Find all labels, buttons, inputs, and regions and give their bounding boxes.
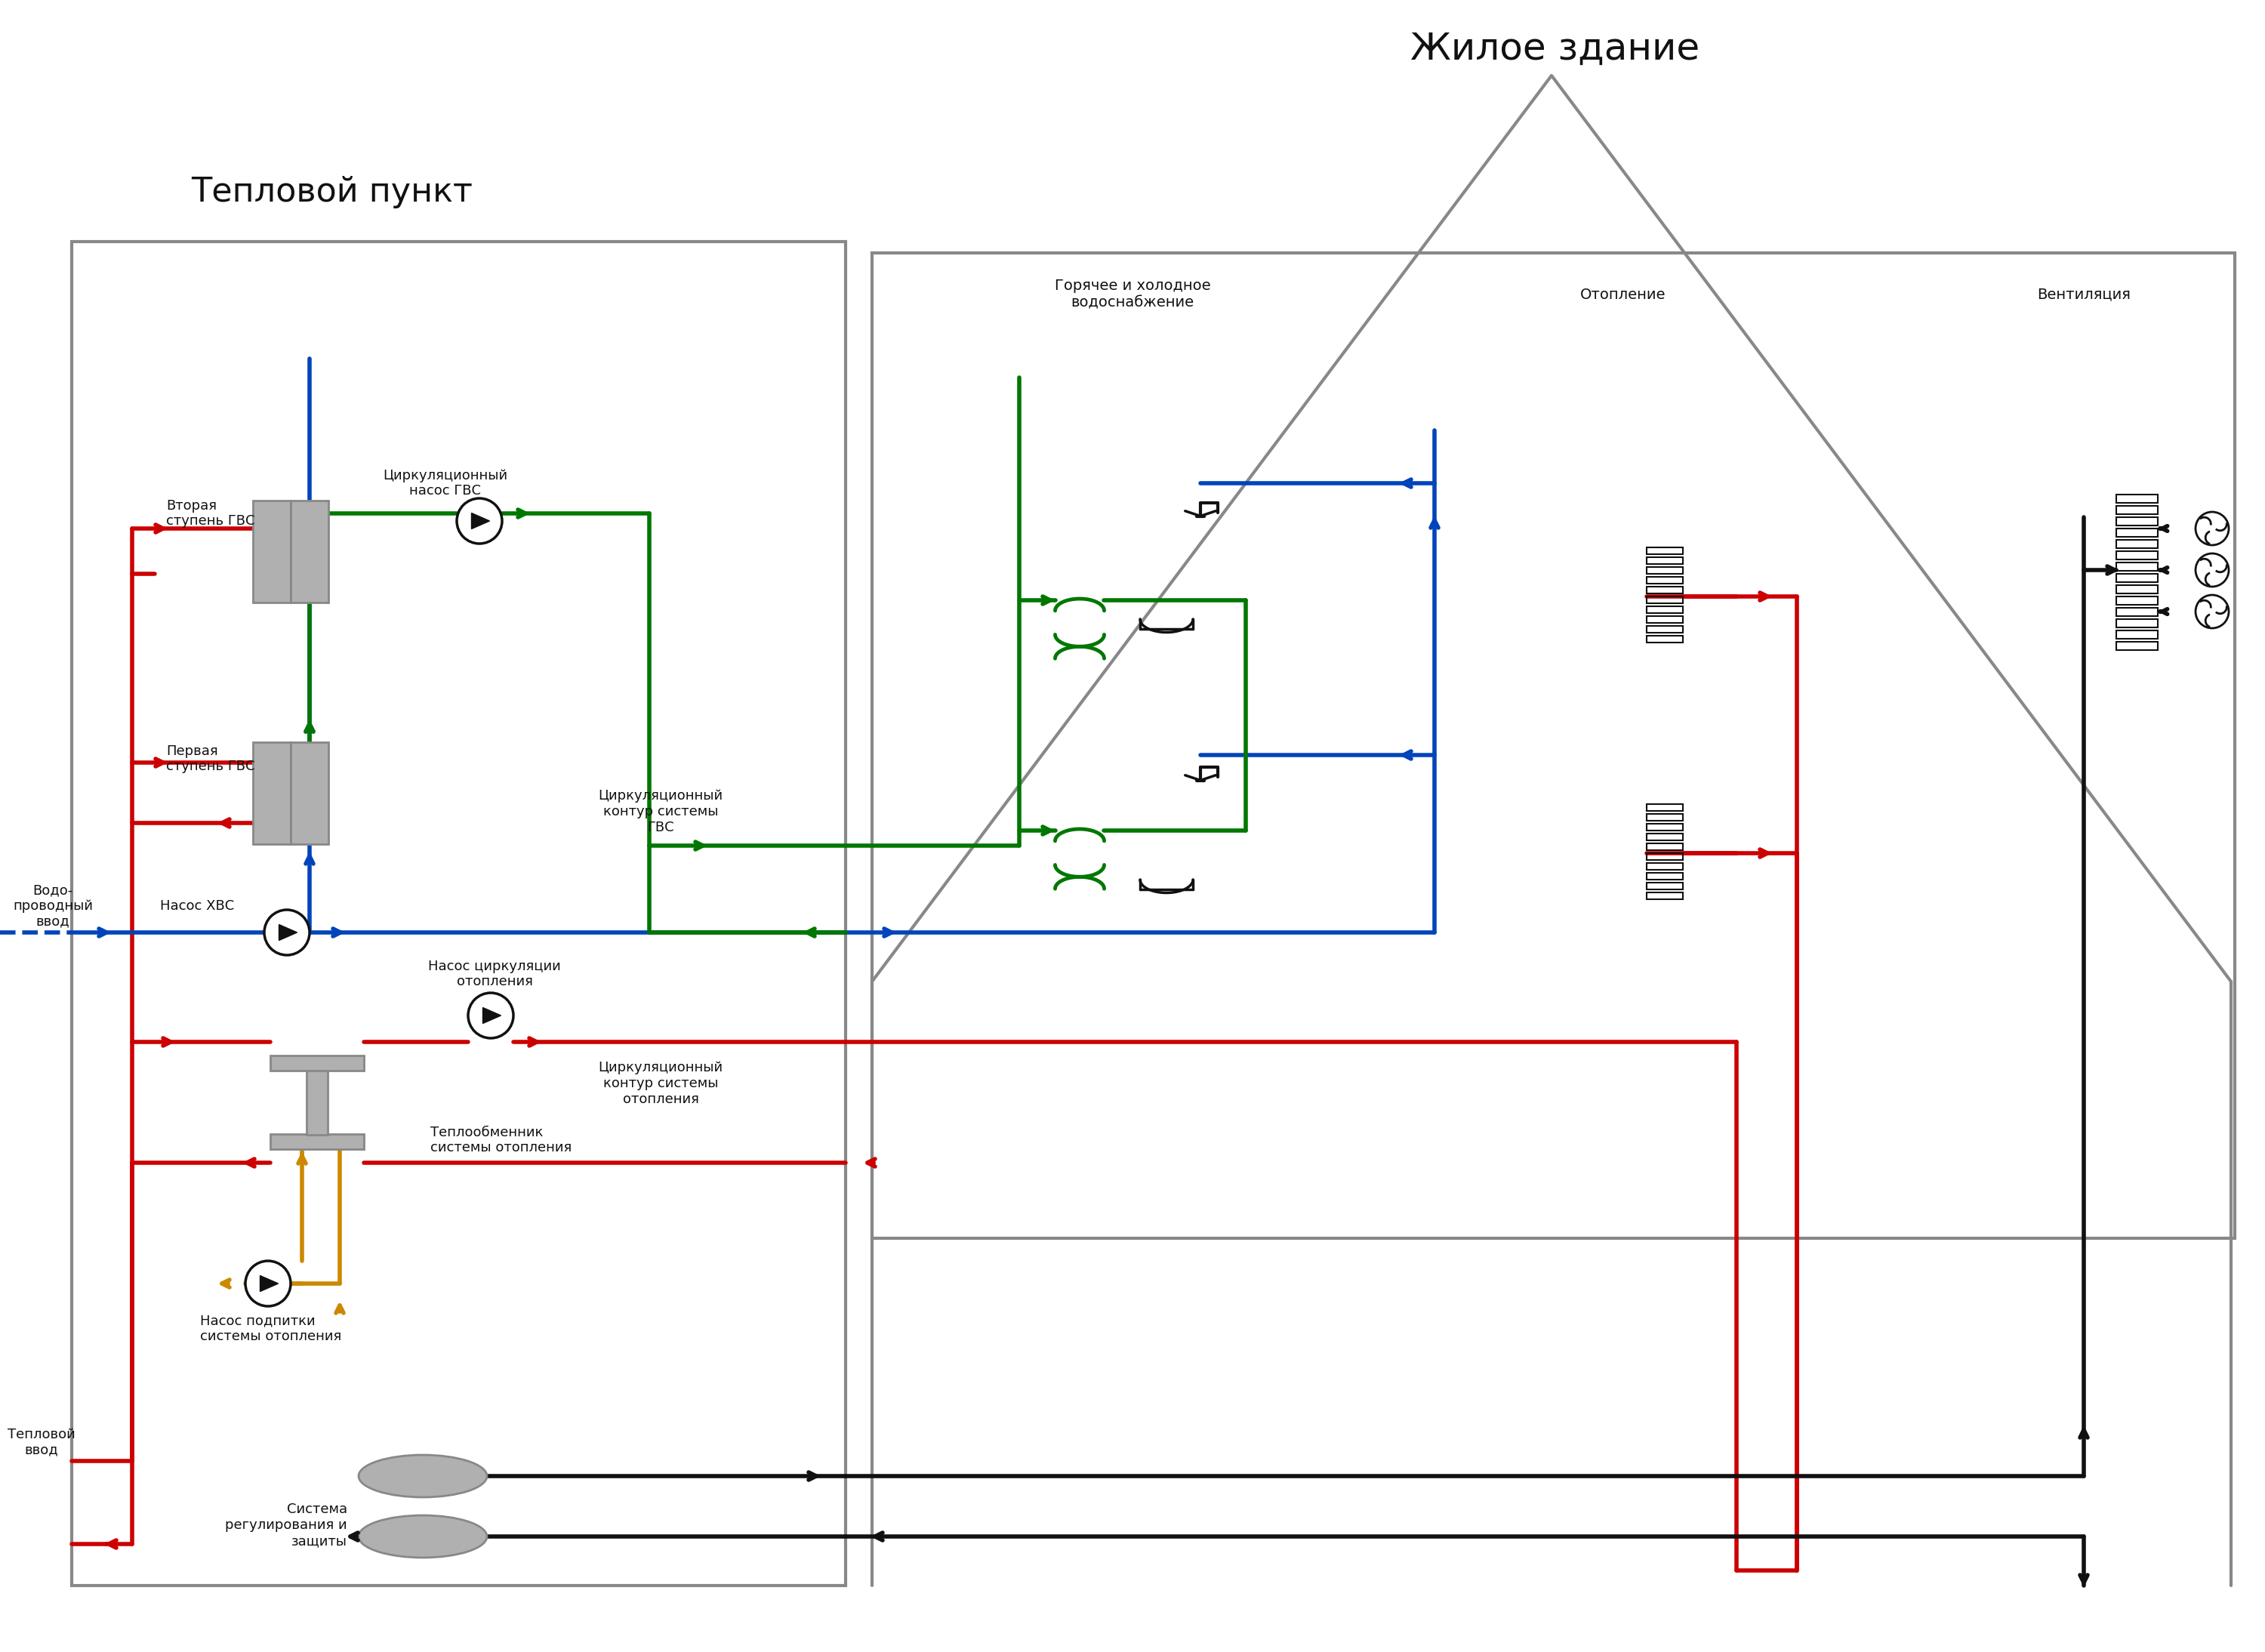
Bar [254,742,290,844]
Bar [1647,882,1683,890]
Bar [1647,872,1683,881]
Bar [2116,517,2159,525]
Circle shape [469,993,514,1037]
Bar [1647,616,1683,623]
Circle shape [265,910,310,955]
Bar [2116,506,2159,514]
Ellipse shape [358,1455,487,1497]
Bar [1647,824,1683,831]
Bar [270,1056,365,1070]
Text: Система
регулирования и
защиты: Система регулирования и защиты [224,1503,347,1548]
Bar [1647,596,1683,603]
Bar [1647,862,1683,871]
Bar [270,1133,365,1150]
Ellipse shape [358,1515,487,1558]
Bar [1647,577,1683,583]
Text: Тепловой пункт: Тепловой пункт [193,177,473,208]
Text: Отопление: Отопление [1581,287,1667,302]
Bar [2116,540,2159,548]
Circle shape [245,1260,290,1307]
Circle shape [458,499,503,544]
Text: Циркуляционный
контур системы
ГВС: Циркуляционный контур системы ГВС [598,790,723,834]
Bar [254,501,290,603]
Text: Насос циркуляции
отопления: Насос циркуляции отопления [428,960,562,988]
Bar [2116,596,2159,605]
Polygon shape [482,1008,501,1024]
Text: Вторая
ступень ГВС: Вторая ступень ГВС [165,499,254,529]
Bar [872,253,2236,1239]
Bar [2116,573,2159,582]
Bar [1647,626,1683,633]
Bar [1647,557,1683,565]
Text: Циркуляционный
контур системы
отопления: Циркуляционный контур системы отопления [598,1061,723,1105]
Bar [2116,620,2159,628]
Bar [72,241,845,1586]
Bar [1647,834,1683,841]
Polygon shape [260,1275,279,1292]
Bar [306,1070,328,1135]
Bar [1647,567,1683,575]
Bar [1647,805,1683,811]
Text: Горячее и холодное
водоснабжение: Горячее и холодное водоснабжение [1055,279,1210,311]
Bar [2116,641,2159,649]
Text: Вентиляция: Вентиляция [2036,287,2131,302]
Bar [290,501,328,603]
Polygon shape [471,514,489,529]
Text: Первая
ступень ГВС: Первая ступень ГВС [165,743,254,773]
Text: Жилое здание: Жилое здание [1411,31,1701,68]
Bar [2116,529,2159,537]
Text: Насос ХВС: Насос ХВС [161,899,233,914]
Bar [290,742,328,844]
Bar [2116,631,2159,639]
Bar [1647,606,1683,613]
Bar [1647,852,1683,861]
Bar [1647,814,1683,821]
Bar [2116,562,2159,570]
Text: Тепловой
ввод: Тепловой ввод [7,1427,75,1457]
Bar [2116,552,2159,560]
Bar [1647,844,1683,851]
Bar [1647,547,1683,555]
Bar [1647,892,1683,899]
Text: Циркуляционный
насос ГВС: Циркуляционный насос ГВС [383,469,507,497]
Bar [1647,636,1683,643]
Bar [2116,608,2159,616]
Bar [2116,585,2159,593]
Text: Теплообменник
системы отопления: Теплообменник системы отопления [430,1125,571,1155]
Bar [1647,586,1683,593]
Bar [2116,494,2159,502]
Text: Насос подпитки
системы отопления: Насос подпитки системы отопления [199,1315,342,1343]
Polygon shape [279,925,297,940]
Text: Водо-
проводный
ввод: Водо- проводный ввод [14,884,93,928]
